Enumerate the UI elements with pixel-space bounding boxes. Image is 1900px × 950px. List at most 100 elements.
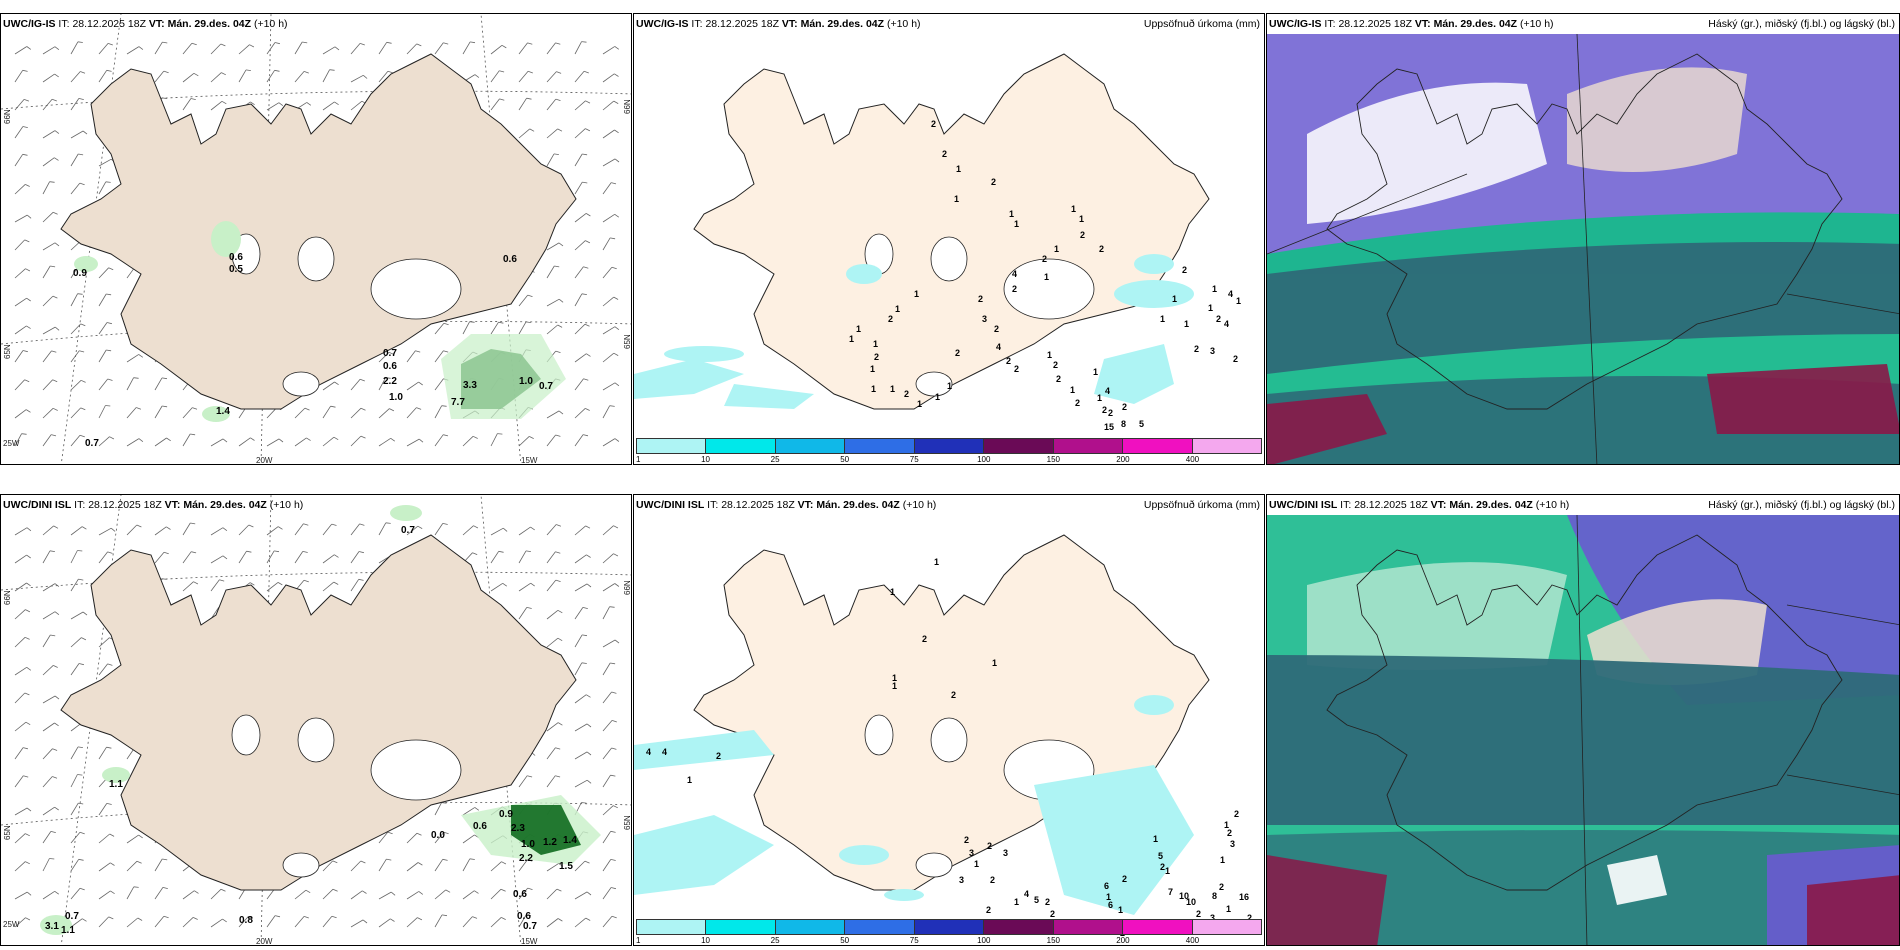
precip-value-label: 3: [1210, 346, 1216, 356]
precip-value-label: 1: [1172, 294, 1178, 304]
precip-value-label: 1: [954, 194, 960, 204]
precip-value-label: 1: [992, 658, 998, 668]
precip-value-label: 1: [1184, 319, 1190, 329]
value-label: 1.5: [559, 861, 573, 872]
lat-label: 65N: [3, 344, 12, 359]
precip-value-label: 2: [1012, 284, 1018, 294]
precip-value-label: 2: [874, 352, 880, 362]
value-label: 3.1: [45, 921, 59, 932]
precip-value-label: 1: [1047, 350, 1053, 360]
lon-label: 20W: [256, 456, 273, 465]
panel-header: UWC/DINI ISL IT: 28.12.2025 18Z VT: Mán.…: [636, 499, 937, 511]
precip-value-label: 1: [1220, 855, 1226, 865]
precip-value-label: 1: [849, 334, 855, 344]
lat-label: 65N: [623, 334, 632, 349]
precip-value-label: 5: [1158, 851, 1164, 861]
lon-label: 15W: [521, 937, 538, 946]
precip-value-label: 1: [934, 557, 940, 567]
legend-tick-label: 1: [636, 455, 641, 464]
glaciers: [231, 714, 462, 878]
value-label: 0.6: [229, 252, 243, 263]
legend-color-segment: [1053, 439, 1124, 453]
precip-value-label: 1: [1212, 284, 1218, 294]
panel-header: UWC/IG-IS IT: 28.12.2025 18Z VT: Mán. 29…: [1269, 18, 1554, 30]
precip-value-label: 3: [982, 314, 988, 324]
precip-value-label: 4: [1224, 319, 1230, 329]
map-wind-bottom: [1, 495, 631, 945]
legend-tick-label: 1: [636, 936, 641, 945]
precip-value-label: 1: [1236, 296, 1242, 306]
precip-value-label: 1: [895, 304, 901, 314]
precip-value-label: 1: [1208, 303, 1214, 313]
precip-value-label: 1: [956, 164, 962, 174]
precip-value-label: 2: [1108, 408, 1114, 418]
panel-bottom-right-clouds: UWC/DINI ISL IT: 28.12.2025 18Z VT: Mán.…: [1266, 494, 1900, 946]
precip-value-label: 1: [1160, 314, 1166, 324]
legend-tick-label: 100: [977, 936, 991, 945]
value-label: 0.6: [473, 821, 487, 832]
glaciers: [864, 233, 1095, 397]
legend-color-segment: [1053, 920, 1124, 934]
precip-value-label: 2: [716, 751, 722, 761]
precip-value-label: 1: [1071, 204, 1077, 214]
precip-value-label: 1: [1054, 244, 1060, 254]
precip-value-label: 2: [1014, 364, 1020, 374]
value-label: 0.7: [383, 348, 397, 359]
precip-value-label: 3: [969, 848, 975, 858]
legend-color-segment: [637, 920, 707, 934]
map-clouds-bottom: [1267, 495, 1899, 945]
precip-value-label: 10: [1186, 897, 1197, 907]
value-label: 0.7: [65, 911, 79, 922]
panel-header: UWC/DINI ISL IT: 28.12.2025 18Z VT: Mán.…: [1269, 499, 1570, 511]
precip-value-label: 3: [959, 875, 965, 885]
precip-value-label: 4: [1105, 386, 1111, 396]
precip-value-label: 1: [890, 384, 896, 394]
precip-value-label: 1: [1093, 367, 1099, 377]
map-clouds-top: [1267, 14, 1899, 464]
precip-value-label: 1: [914, 289, 920, 299]
legend-tick-label: 10: [701, 455, 710, 464]
precip-value-label: 3: [1230, 839, 1236, 849]
value-label: 1.1: [61, 925, 75, 936]
precip-value-label: 1: [1079, 214, 1085, 224]
precip-patches: [634, 695, 1194, 915]
precip-value-label: 2: [904, 389, 910, 399]
precip-patches: [74, 221, 566, 422]
precip-value-label: 2: [1053, 360, 1059, 370]
value-label: 1.1: [109, 779, 123, 790]
legend-color-segment: [1123, 920, 1193, 934]
legend-tick-label: 75: [909, 936, 919, 945]
legend-color-segment: [1192, 920, 1261, 934]
precip-value-label: 1: [947, 381, 953, 391]
lat-label: 65N: [623, 815, 632, 830]
lat-label: 66N: [3, 109, 12, 124]
precip-value-label: 1: [892, 673, 898, 683]
panel-right-title: Uppsöfnuð úrkoma (mm): [1143, 499, 1260, 511]
precip-value-label: 2: [922, 634, 928, 644]
panel-bottom-left-wind: UWC/DINI ISL IT: 28.12.2025 18Z VT: Mán.…: [0, 494, 632, 946]
legend-tick-label: 150: [1046, 936, 1061, 945]
iceland-landmass: [60, 53, 577, 410]
precip-value-label: 1: [873, 339, 879, 349]
precip-value-label: 2: [1160, 862, 1166, 872]
legend-color-segment: [984, 439, 1054, 453]
lon-label: 15W: [521, 456, 538, 465]
panel-header: UWC/IG-IS IT: 28.12.2025 18Z VT: Mán. 29…: [636, 18, 921, 30]
value-label: 2.2: [519, 853, 533, 864]
legend-color-segment: [1123, 439, 1193, 453]
value-label: 3.3: [463, 380, 477, 391]
precip-value-label: 1: [1224, 820, 1230, 830]
legend-tick-label: 10: [701, 936, 710, 945]
precip-value-label: 2: [994, 324, 1000, 334]
precip-value-label: 8: [1212, 891, 1218, 901]
value-label: 1.0: [521, 839, 535, 850]
precip-value-label: 10: [1179, 891, 1190, 901]
precip-value-label: 5: [1139, 419, 1145, 429]
legend-color-segment: [706, 920, 776, 934]
legend-tick-label: 25: [770, 455, 780, 464]
panel-top-right-clouds: UWC/IG-IS IT: 28.12.2025 18Z VT: Mán. 29…: [1266, 13, 1900, 465]
precip-value-label: 2: [1102, 405, 1108, 415]
legend-tick-label: 150: [1046, 455, 1061, 464]
iceland-landmass: [693, 53, 1210, 410]
precip-legend-bar: [636, 438, 1262, 454]
